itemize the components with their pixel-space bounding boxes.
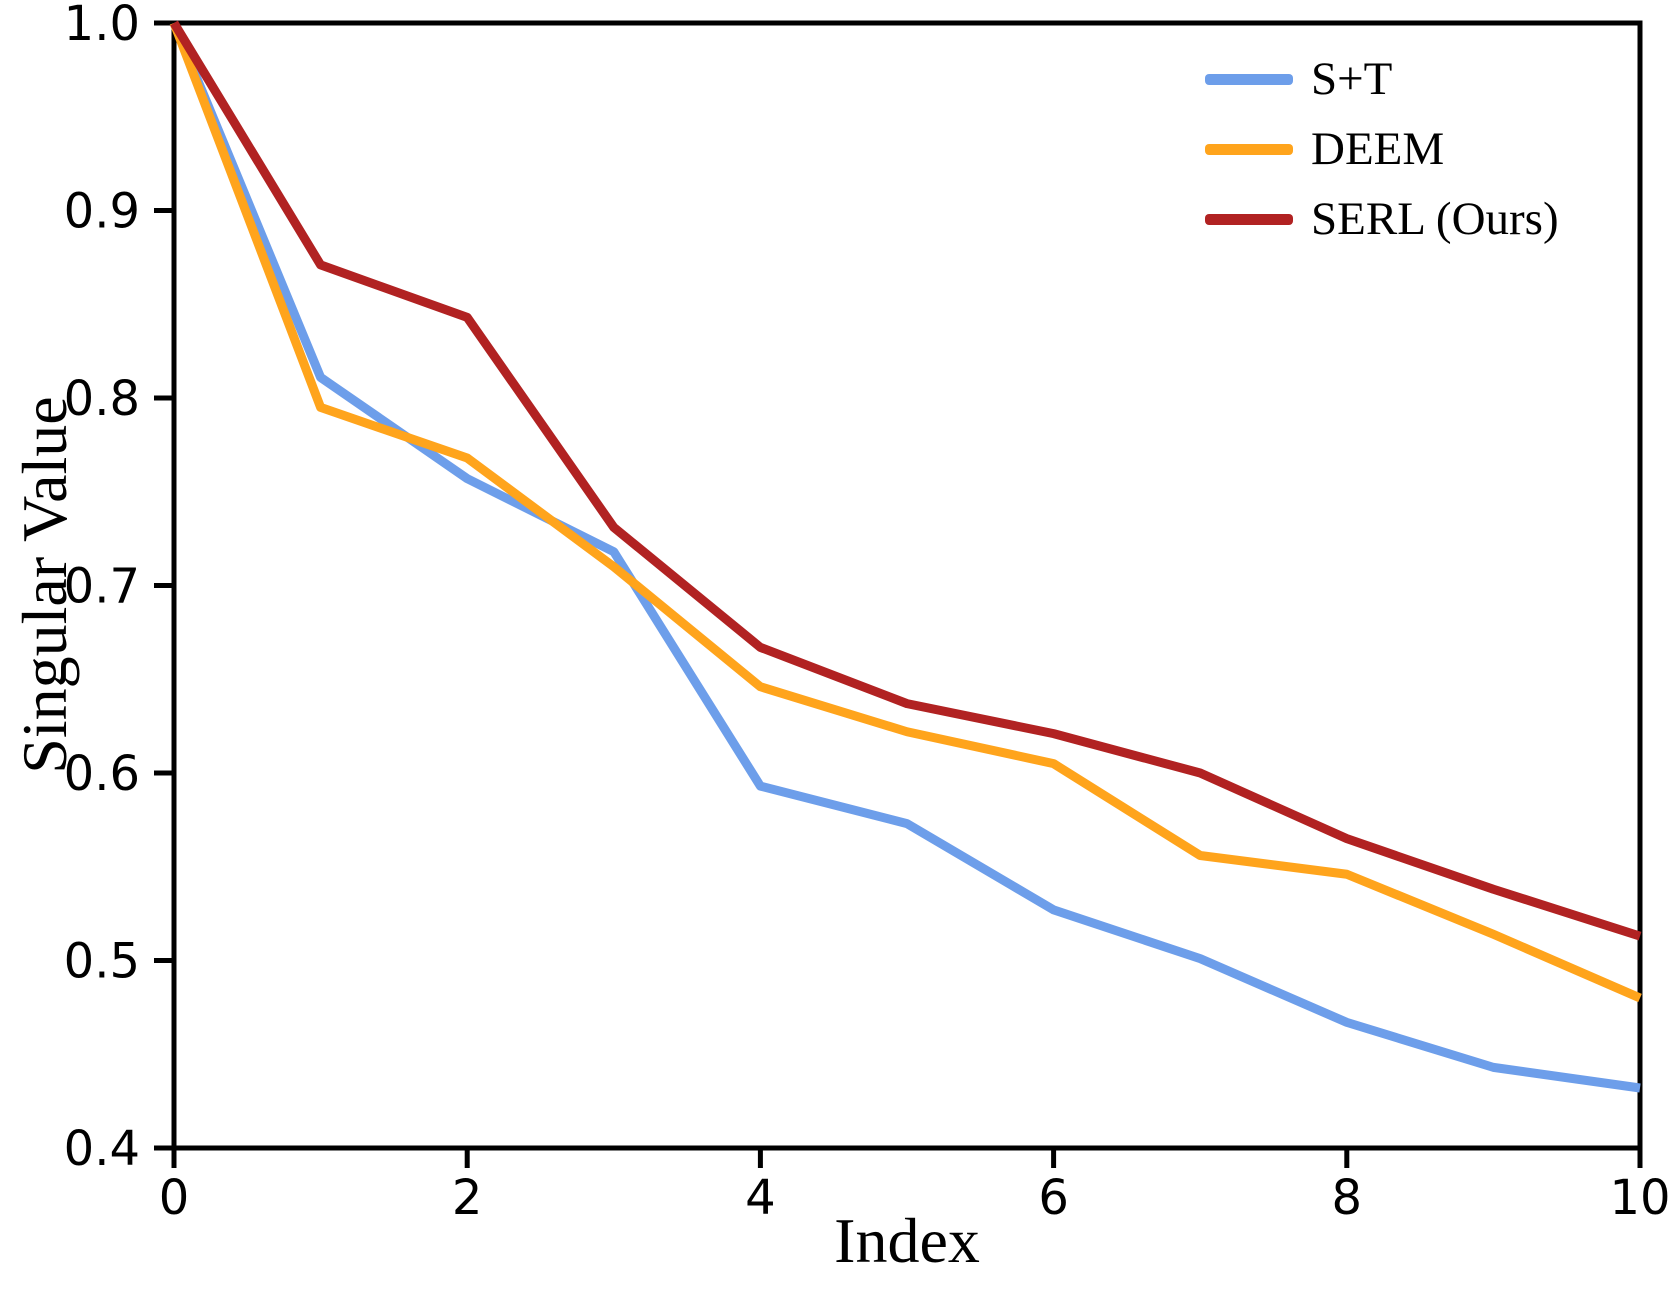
legend: S+T DEEM SERL (Ours) <box>1205 44 1559 254</box>
y-tick-label: 0.4 <box>64 1121 140 1177</box>
y-tick-label: 0.9 <box>64 184 140 240</box>
x-tick-label: 4 <box>745 1170 776 1226</box>
legend-swatch-deem <box>1205 143 1293 155</box>
x-tick-label: 10 <box>1609 1170 1670 1226</box>
x-tick-label: 0 <box>159 1170 190 1226</box>
legend-item-st: S+T <box>1205 44 1559 114</box>
legend-item-deem: DEEM <box>1205 114 1559 184</box>
x-tick-label: 2 <box>452 1170 483 1226</box>
y-tick-label: 0.6 <box>64 746 140 802</box>
legend-label-st: S+T <box>1311 52 1393 105</box>
x-tick-label: 6 <box>1038 1170 1069 1226</box>
legend-swatch-st <box>1205 73 1293 85</box>
series-line-deem <box>169 21 1642 1003</box>
x-axis-label: Index <box>834 1205 980 1276</box>
series-line-serl-ours- <box>170 20 1642 941</box>
y-tick-label: 0.7 <box>64 559 140 615</box>
legend-label-serl: SERL (Ours) <box>1311 192 1559 245</box>
legend-label-deem: DEEM <box>1311 122 1445 175</box>
y-tick-label: 0.5 <box>64 934 140 990</box>
x-tick-label: 8 <box>1332 1170 1363 1226</box>
legend-swatch-serl <box>1205 213 1293 225</box>
y-tick-label: 0.8 <box>64 371 140 427</box>
y-axis-label: Singular Value <box>9 396 80 774</box>
y-tick-label: 1.0 <box>64 0 140 52</box>
legend-item-serl: SERL (Ours) <box>1205 184 1559 254</box>
